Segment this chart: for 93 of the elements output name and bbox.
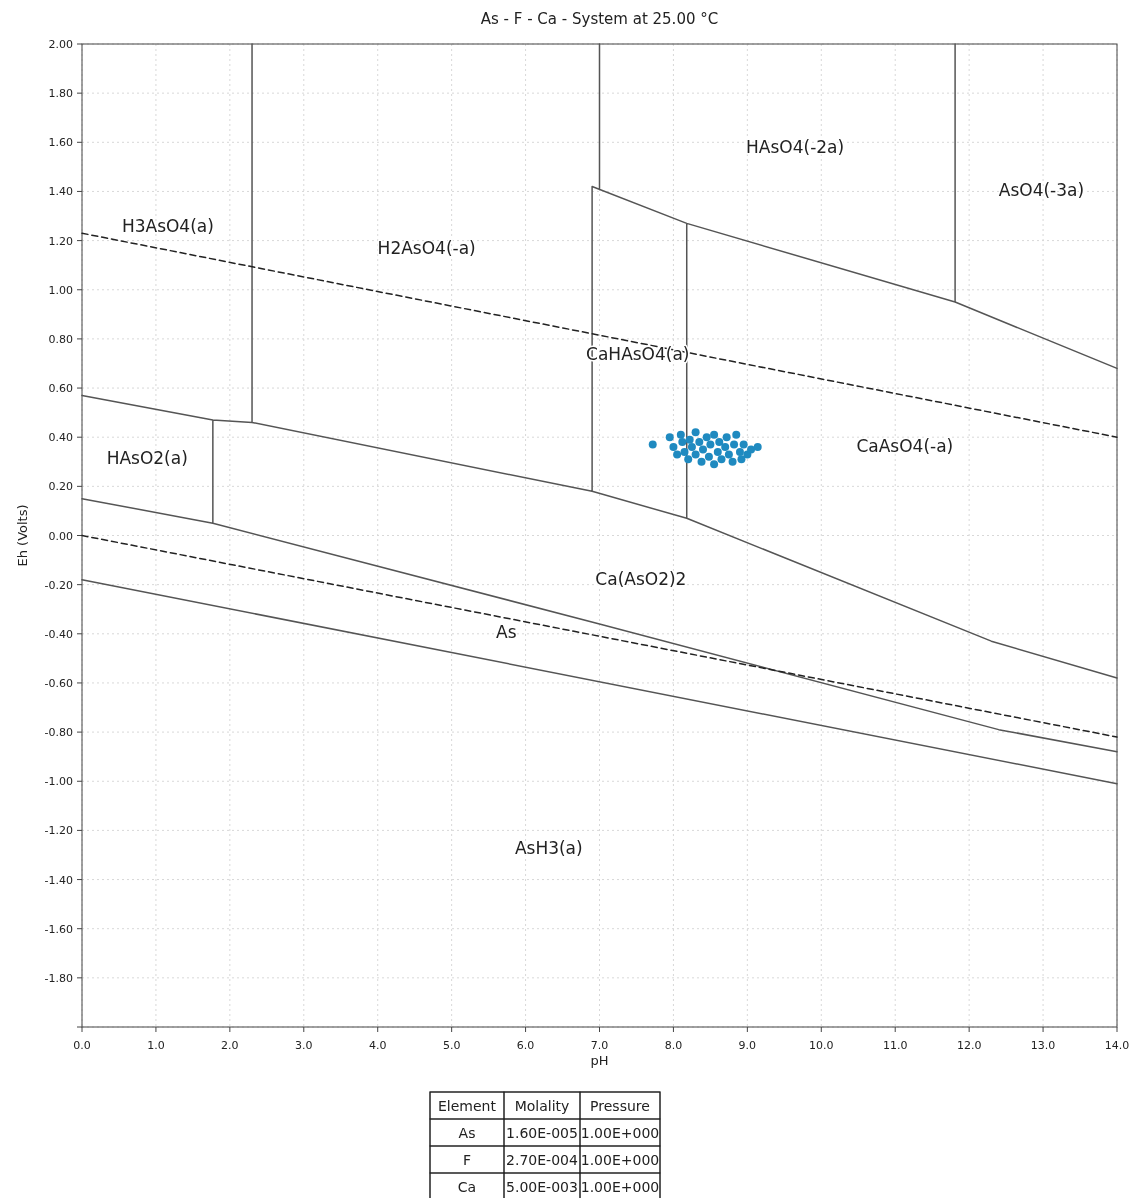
point <box>710 460 719 469</box>
point <box>685 435 694 444</box>
point <box>673 450 682 459</box>
x-tick-label: 4.0 <box>368 1039 387 1052</box>
point <box>739 440 748 449</box>
point <box>728 457 737 466</box>
y-tick-label: -1.60 <box>44 922 73 936</box>
point <box>648 440 657 449</box>
point <box>697 457 706 466</box>
y-tick-label: 1.00 <box>48 283 73 297</box>
point <box>702 433 711 442</box>
text: 2.70E-004 <box>506 1152 578 1168</box>
point <box>691 428 700 437</box>
y-tick-label: -1.40 <box>44 873 73 887</box>
point <box>706 440 715 449</box>
point <box>687 443 696 452</box>
x-tick-label: 8.0 <box>664 1039 683 1052</box>
point <box>695 438 704 447</box>
text: 1.00E+000 <box>580 1152 660 1168</box>
point <box>722 433 731 442</box>
y-tick-label: 0.80 <box>48 332 73 346</box>
y-tick-label: -0.60 <box>44 676 73 690</box>
x-tick-label: 9.0 <box>738 1039 757 1052</box>
annotation: As <box>496 621 517 642</box>
annotation: H2AsO4(-a) <box>377 238 476 259</box>
annotation: HAsO2(a) <box>106 447 188 468</box>
annotation: CaAsO4(-a) <box>856 436 954 457</box>
x-tick-label: 7.0 <box>590 1039 609 1052</box>
point <box>747 445 756 454</box>
point <box>691 450 700 459</box>
point <box>730 440 739 449</box>
point <box>704 452 713 461</box>
x-axis-title: pH <box>590 1053 609 1068</box>
x-tick-label: 0.0 <box>73 1039 91 1052</box>
point <box>717 455 726 464</box>
y-tick-label: 2.00 <box>48 38 73 51</box>
x-tick-label: 6.0 <box>516 1039 535 1052</box>
y-tick-label: -1.00 <box>44 775 73 789</box>
point <box>721 443 730 452</box>
text: As <box>458 1125 476 1141</box>
chart-title: As - F - Ca - System at 25.00 °C <box>480 10 719 28</box>
annotation: H3AsO4(a) <box>121 215 214 236</box>
x-tick-label: 14.0 <box>1104 1039 1130 1052</box>
point <box>713 447 722 456</box>
text: 1.00E+000 <box>580 1125 660 1141</box>
point <box>699 445 707 454</box>
x-tick-label: 13.0 <box>1030 1039 1056 1052</box>
text: Molality <box>514 1098 570 1114</box>
point <box>678 438 687 447</box>
point <box>715 438 724 447</box>
annotation: AsO4(-3a) <box>998 180 1085 201</box>
x-tick-label: 1.0 <box>147 1039 165 1052</box>
text: 5.00E-003 <box>506 1179 578 1195</box>
text: 1.60E-005 <box>506 1125 578 1141</box>
point <box>710 430 719 439</box>
point <box>735 447 744 456</box>
text: Ca <box>457 1179 477 1195</box>
text: 1.00E+000 <box>580 1179 660 1195</box>
text: Pressure <box>590 1098 650 1114</box>
y-tick-label: -0.40 <box>44 627 73 641</box>
text: F <box>462 1152 472 1168</box>
x-tick-label: 10.0 <box>809 1039 834 1052</box>
point <box>680 447 689 456</box>
y-tick-label: 0.40 <box>48 431 73 445</box>
point <box>753 443 762 452</box>
y-tick-label: 0.60 <box>48 382 73 396</box>
x-tick-label: 3.0 <box>295 1039 313 1052</box>
y-tick-label: -0.80 <box>44 726 73 740</box>
x-tick-label: 11.0 <box>882 1039 908 1052</box>
point <box>669 443 678 452</box>
y-tick-label: -1.20 <box>44 824 73 838</box>
annotation: HAsO4(-2a) <box>746 137 845 158</box>
text: Element <box>438 1098 497 1114</box>
point <box>732 430 741 439</box>
y-tick-label: 1.40 <box>48 185 73 199</box>
annotation: AsH3(a) <box>514 838 583 859</box>
y-tick-label: -0.20 <box>44 578 73 592</box>
point <box>676 430 685 439</box>
point <box>684 455 693 464</box>
y-axis-title: Eh (Volts) <box>15 504 30 567</box>
point <box>665 433 674 442</box>
x-tick-label: 12.0 <box>956 1039 982 1052</box>
y-tick-label: 0.20 <box>48 480 73 494</box>
x-tick-label: 5.0 <box>442 1039 461 1052</box>
y-tick-label: 1.20 <box>48 234 73 248</box>
point <box>724 450 733 459</box>
annotation: Ca(AsO2)2 <box>595 568 687 589</box>
y-tick-label: -1.80 <box>44 971 73 985</box>
y-tick-label: 1.80 <box>48 87 73 101</box>
point <box>737 455 746 464</box>
x-tick-label: 2.0 <box>221 1039 239 1052</box>
y-tick-label: 1.60 <box>48 136 73 150</box>
y-tick-label: 0.00 <box>48 529 73 543</box>
